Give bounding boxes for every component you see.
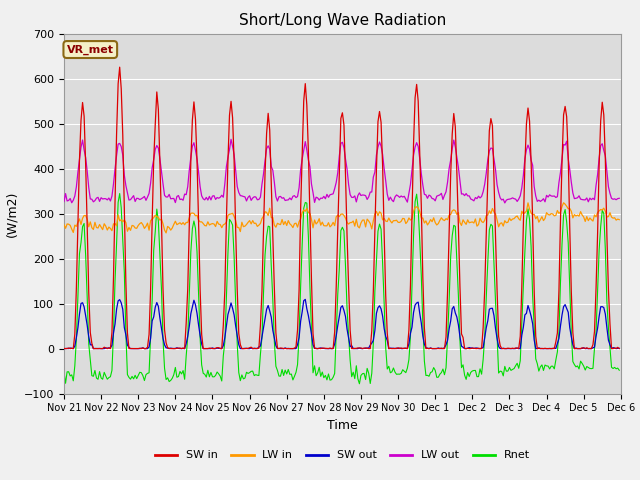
Title: Short/Long Wave Radiation: Short/Long Wave Radiation bbox=[239, 13, 446, 28]
Y-axis label: (W/m2): (W/m2) bbox=[5, 191, 19, 237]
Legend: SW in, LW in, SW out, LW out, Rnet: SW in, LW in, SW out, LW out, Rnet bbox=[150, 446, 534, 465]
Text: VR_met: VR_met bbox=[67, 44, 114, 55]
X-axis label: Time: Time bbox=[327, 419, 358, 432]
